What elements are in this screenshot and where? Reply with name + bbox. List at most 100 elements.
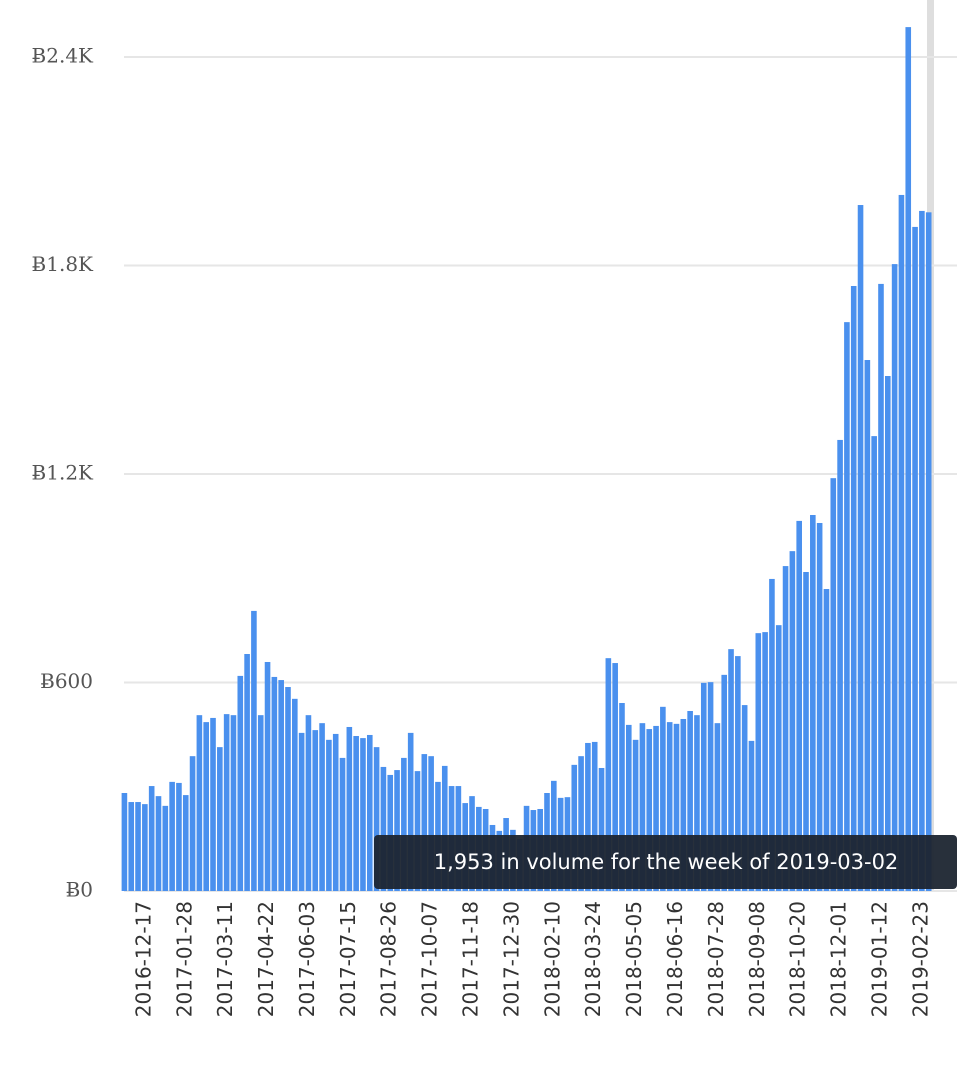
bar	[223, 714, 230, 891]
bar	[598, 767, 605, 891]
bar	[912, 226, 918, 891]
bar	[176, 782, 182, 891]
bar	[292, 698, 298, 891]
bar	[666, 722, 673, 891]
bar	[605, 658, 612, 891]
bar	[857, 205, 864, 892]
bar	[571, 764, 578, 891]
bar	[244, 654, 250, 891]
x-tick-label: 2017-06-03	[295, 901, 319, 1017]
x-tick-label: 2018-05-05	[622, 901, 646, 1017]
bar	[625, 724, 632, 891]
bars	[121, 27, 932, 892]
bar	[830, 478, 837, 891]
bar	[585, 742, 591, 891]
bar	[182, 795, 189, 891]
x-tick-label: 2017-03-11	[213, 901, 237, 1017]
bar	[619, 703, 625, 891]
bar	[714, 723, 721, 891]
bar	[312, 730, 319, 891]
x-tick-label: 2019-01-12	[867, 901, 891, 1017]
bar	[803, 571, 809, 891]
bar	[128, 802, 135, 891]
bar	[148, 786, 155, 891]
bar	[905, 27, 912, 892]
x-tick-label: 2018-09-08	[745, 901, 769, 1017]
x-tick-label: 2019-02-23	[908, 901, 932, 1017]
tooltip-box	[374, 835, 957, 889]
bar	[237, 675, 244, 891]
bar	[298, 732, 305, 891]
bar	[782, 566, 789, 891]
bar	[353, 736, 359, 891]
bar	[762, 632, 768, 891]
bar	[707, 682, 714, 891]
bar	[387, 774, 394, 891]
bar	[680, 718, 687, 891]
bar	[925, 212, 932, 891]
bar	[864, 360, 871, 891]
bar	[421, 754, 428, 891]
bar	[169, 781, 175, 891]
bar	[578, 756, 584, 891]
x-tick-label: 2018-12-01	[827, 901, 851, 1017]
bar	[755, 633, 762, 891]
bar	[407, 732, 414, 891]
bar	[162, 805, 169, 891]
bar	[414, 771, 421, 891]
bar	[700, 682, 707, 891]
bar	[121, 793, 128, 891]
bar	[251, 610, 257, 891]
bar	[285, 687, 291, 891]
y-tick-label: Ƀ1.2K	[32, 460, 95, 484]
bar	[775, 625, 782, 891]
tooltip-text: 1,953 in volume for the week of 2019-03-…	[434, 850, 899, 874]
x-tick-label: 2018-10-20	[786, 901, 810, 1017]
bar	[898, 194, 905, 891]
bar	[810, 515, 816, 891]
bar	[196, 715, 203, 891]
x-tick-label: 2016-12-17	[131, 901, 155, 1017]
x-tick-label: 2017-11-18	[459, 901, 483, 1017]
bar	[844, 322, 850, 891]
x-tick-label: 2017-01-28	[172, 901, 196, 1017]
bar	[837, 439, 843, 891]
bar	[142, 804, 148, 891]
x-tick-label: 2017-12-30	[499, 901, 523, 1017]
bar	[885, 375, 891, 891]
bar	[796, 520, 802, 891]
bar	[217, 747, 223, 891]
bar	[155, 796, 162, 891]
x-tick-label: 2017-04-22	[254, 901, 278, 1017]
bar	[871, 436, 877, 891]
bar	[878, 283, 884, 892]
bar	[789, 551, 796, 891]
bar	[428, 756, 434, 891]
x-tick-label: 2018-03-24	[581, 901, 605, 1017]
bar	[850, 285, 857, 891]
bar	[769, 578, 775, 891]
bar	[612, 663, 618, 891]
bar	[366, 734, 373, 891]
bar	[346, 726, 353, 891]
tooltip: 1,953 in volume for the week of 2019-03-…	[374, 835, 957, 889]
bar	[673, 723, 680, 891]
bar	[339, 757, 346, 891]
bar	[816, 522, 823, 891]
y-tick-label: Ƀ0	[66, 878, 93, 902]
bar	[230, 715, 237, 891]
x-tick-label: 2017-08-26	[377, 901, 401, 1017]
bar	[919, 210, 925, 891]
bar	[441, 765, 448, 891]
bar	[646, 729, 653, 891]
y-tick-label: Ƀ2.4K	[32, 43, 95, 67]
bar	[380, 766, 387, 891]
bar	[271, 676, 278, 891]
bar	[257, 715, 264, 891]
bar	[305, 715, 312, 891]
bar	[401, 757, 407, 891]
bar	[591, 741, 598, 891]
bar	[823, 589, 830, 891]
bar	[319, 723, 325, 891]
